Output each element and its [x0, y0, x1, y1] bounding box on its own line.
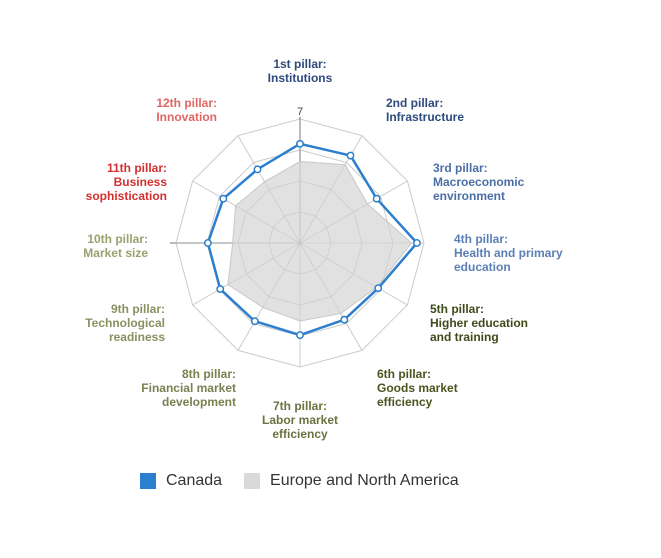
pillar-label-11-line-3: sophistication: [86, 189, 167, 203]
pillar-label-6: 6th pillar: Goods market efficiency: [377, 367, 458, 409]
pillar-label-7-line-1: 7th pillar:: [273, 399, 327, 413]
pillar-label-4-line-3: education: [454, 260, 511, 274]
pillar-label-4: 4th pillar: Health and primary education: [454, 232, 563, 274]
pillar-label-2: 2nd pillar: Infrastructure: [386, 96, 464, 124]
pillar-label-6-line-2: Goods market: [377, 381, 458, 395]
canada-point-3: [372, 194, 381, 203]
pillar-label-3-line-2: Macroeconomic: [433, 175, 525, 189]
canada-point-11: [219, 194, 228, 203]
pillar-label-12-line-1: 12th pillar:: [156, 96, 217, 110]
canada-point-8: [250, 317, 259, 326]
pillar-label-5-line-2: Higher education: [430, 316, 528, 330]
canada-point-12: [253, 165, 262, 174]
pillar-label-2-line-2: Infrastructure: [386, 110, 464, 124]
pillar-label-8-line-1: 8th pillar:: [182, 367, 236, 381]
pillar-label-10-line-2: Market size: [83, 246, 148, 260]
canada-point-7: [296, 331, 304, 340]
pillar-label-9-line-2: Technological: [85, 316, 165, 330]
pillar-label-12-line-2: Innovation: [156, 110, 217, 124]
grid-spoke-overlay-9: [192, 242, 301, 306]
pillar-label-7: 7th pillar: Labor market efficiency: [262, 399, 338, 441]
pillar-label-11-line-1: 11th pillar:: [107, 161, 167, 175]
pillar-label-9-line-3: readiness: [109, 330, 165, 344]
pillar-label-2-line-1: 2nd pillar:: [386, 96, 443, 110]
pillar-label-3-line-1: 3rd pillar:: [433, 161, 488, 175]
canada-point-2: [346, 151, 355, 160]
pillar-label-1-line-1: 1st pillar:: [273, 57, 326, 71]
legend-swatch-canada: [140, 473, 156, 489]
canada-point-4: [412, 239, 421, 247]
grid-spoke-overlay-6: [299, 242, 363, 351]
canada-point-9: [216, 285, 225, 294]
canada-point-5: [374, 284, 383, 293]
pillar-label-9: 9th pillar: Technological readiness: [85, 302, 165, 344]
pillar-label-12: 12th pillar: Innovation: [156, 96, 217, 124]
pillar-label-9-line-1: 9th pillar:: [111, 302, 165, 316]
pillar-label-7-line-2: Labor market: [262, 413, 338, 427]
legend-item-europe-north-america[interactable]: Europe and North America: [244, 472, 459, 490]
pillar-label-11-line-2: Business: [114, 175, 168, 189]
legend-label-europe-north-america: Europe and North America: [270, 472, 459, 489]
pillar-label-1-line-2: Institutions: [268, 71, 333, 85]
pillar-label-1: 1st pillar: Institutions: [268, 57, 333, 85]
pillar-label-8: 8th pillar: Financial market development: [141, 367, 236, 409]
pillar-label-10-line-1: 10th pillar:: [87, 232, 148, 246]
pillar-label-8-line-2: Financial market: [141, 381, 236, 395]
pillar-label-4-line-2: Health and primary: [454, 246, 563, 260]
pillar-label-6-line-3: efficiency: [377, 395, 433, 409]
grid-spoke-overlay-3: [299, 180, 408, 244]
series-europe-north-america-area: [227, 161, 413, 322]
canada-point-10: [203, 239, 212, 247]
pillar-label-4-line-1: 4th pillar:: [454, 232, 508, 246]
grid-spoke-overlay-12: [237, 135, 301, 244]
pillar-label-7-line-3: efficiency: [272, 427, 328, 441]
pillar-label-11: 11th pillar: Business sophistication: [86, 161, 168, 203]
legend: Canada Europe and North America: [140, 472, 481, 490]
grid-spoke-overlay-5: [299, 242, 408, 306]
pillar-label-5-line-3: and training: [430, 330, 499, 344]
pillar-label-8-line-3: development: [162, 395, 236, 409]
legend-item-canada[interactable]: Canada: [140, 472, 222, 490]
grid-spoke-overlay-11: [192, 180, 301, 244]
canada-point-1: [296, 139, 304, 148]
pillar-label-3-line-3: environment: [433, 189, 505, 203]
pillar-label-3: 3rd pillar: Macroeconomic environment: [433, 161, 525, 203]
tick-label-max: 7: [297, 106, 303, 118]
pillar-label-5-line-1: 5th pillar:: [430, 302, 484, 316]
legend-swatch-europe-north-america: [244, 473, 261, 489]
canada-point-6: [340, 315, 349, 324]
pillar-label-5: 5th pillar: Higher education and training: [430, 302, 528, 344]
pillar-label-10: 10th pillar: Market size: [83, 232, 148, 260]
pillar-label-6-line-1: 6th pillar:: [377, 367, 431, 381]
legend-label-canada: Canada: [166, 472, 223, 489]
grid-spoke-overlay-8: [237, 242, 301, 351]
